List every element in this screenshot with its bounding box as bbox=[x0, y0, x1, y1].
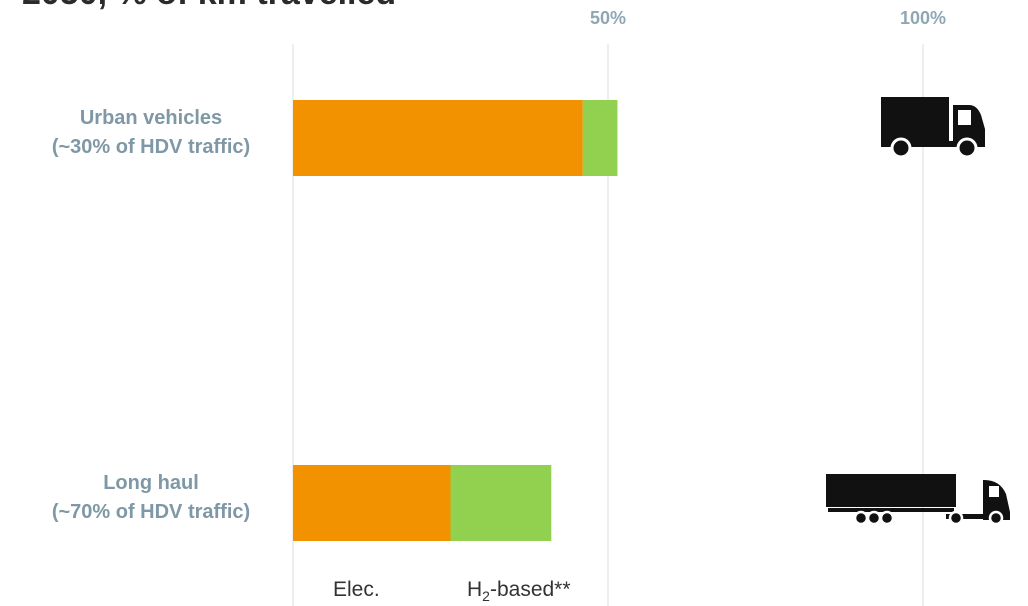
category-label-1-line-1: (~70% of HDV traffic) bbox=[52, 501, 250, 523]
bar-0-series-0 bbox=[293, 100, 583, 176]
x-axis-ticks: 50% 100% bbox=[590, 8, 946, 28]
category-label-0-line-1: (~30% of HDV traffic) bbox=[52, 136, 250, 158]
category-label-1-line-0: Long haul bbox=[103, 472, 199, 494]
category-label-0-line-0: Urban vehicles bbox=[80, 107, 222, 129]
legend-label-h2: H2-based** bbox=[467, 578, 571, 604]
bar-0-series-1 bbox=[582, 100, 618, 176]
legend-h2-main: H bbox=[467, 578, 482, 601]
truck-icon bbox=[881, 97, 985, 159]
legend-h2-sub: 2 bbox=[482, 588, 490, 604]
legend-label-elec: Elec. bbox=[333, 578, 380, 601]
chart-title: 2050, % of km travelled bbox=[22, 0, 396, 13]
x-tick-label-1: 100% bbox=[900, 8, 946, 28]
bars bbox=[293, 100, 618, 541]
bar-1-series-0 bbox=[293, 465, 451, 541]
category-labels: Urban vehicles (~30% of HDV traffic) Long … bbox=[52, 107, 250, 523]
x-tick-label-0: 50% bbox=[590, 8, 626, 28]
legend-h2-rest: -based** bbox=[490, 578, 571, 601]
semi-truck-icon bbox=[826, 474, 1010, 526]
bar-1-series-1 bbox=[450, 465, 552, 541]
